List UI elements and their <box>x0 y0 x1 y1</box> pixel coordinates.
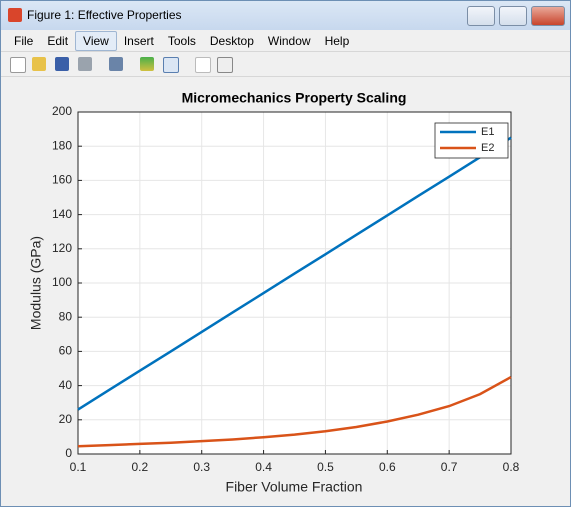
minimize-button[interactable] <box>467 6 495 26</box>
x-tick-label: 0.1 <box>70 460 87 474</box>
close-button[interactable] <box>531 6 565 26</box>
new-button[interactable] <box>10 57 26 73</box>
menu-item[interactable]: View <box>75 31 117 51</box>
pointer-button[interactable] <box>195 57 211 73</box>
toolbar <box>1 51 570 77</box>
x-tick-label: 0.7 <box>441 460 458 474</box>
chart: Micromechanics Property Scaling Fiber Vo… <box>28 90 520 495</box>
series-line <box>77 136 512 411</box>
x-tick-label: 0.4 <box>255 460 272 474</box>
menu-item[interactable]: Edit <box>47 34 69 48</box>
y-tick-label: 80 <box>59 309 73 323</box>
x-tick-label: 0.2 <box>132 460 149 474</box>
colorbar-button[interactable] <box>140 57 154 71</box>
y-tick-label: 60 <box>59 344 73 358</box>
legend-label: E2 <box>481 142 494 154</box>
y-tick-label: 40 <box>59 378 73 392</box>
x-tick-label: 0.6 <box>379 460 396 474</box>
y-tick-label: 200 <box>52 104 72 118</box>
open-button[interactable] <box>32 57 46 71</box>
x-tick-label: 0.3 <box>193 460 210 474</box>
x-axis-label: Fiber Volume Fraction <box>226 479 363 495</box>
y-tick-label: 180 <box>52 138 72 152</box>
window-title: Figure 1: Effective Properties <box>27 8 182 22</box>
link-button[interactable] <box>109 57 123 71</box>
maximize-button[interactable] <box>499 6 527 26</box>
menu-item[interactable]: File <box>14 34 34 48</box>
y-tick-label: 0 <box>65 446 72 460</box>
y-tick-label: 20 <box>59 412 73 426</box>
menu-item[interactable]: Window <box>267 34 311 48</box>
series-line <box>77 375 512 448</box>
axes-box <box>77 111 512 455</box>
save-button[interactable] <box>55 57 69 71</box>
legend-label: E1 <box>481 126 494 138</box>
y-tick-label: 120 <box>52 241 72 255</box>
chart-title: Micromechanics Property Scaling <box>182 90 407 106</box>
x-tick-label: 0.5 <box>317 460 334 474</box>
menu-item[interactable]: Tools <box>167 34 196 48</box>
menu-item[interactable]: Help <box>324 34 350 48</box>
x-tick-label: 0.8 <box>503 460 520 474</box>
app-icon <box>8 8 22 22</box>
print-button[interactable] <box>78 57 92 71</box>
y-tick-label: 140 <box>52 207 72 221</box>
menu-item[interactable]: Desktop <box>209 34 254 48</box>
property-button[interactable] <box>217 57 233 73</box>
y-axis-label: Modulus (GPa) <box>28 236 44 330</box>
y-tick-label: 160 <box>52 173 72 187</box>
legend-box <box>434 122 509 159</box>
menu-bar: File Edit View Insert Tools Desktop Window Help <box>1 31 570 51</box>
menu-item[interactable]: Insert <box>123 34 154 48</box>
title-bar: Figure 1: Effective Properties <box>1 1 570 30</box>
y-tick-label: 100 <box>52 275 72 289</box>
legend-button[interactable] <box>163 57 179 73</box>
